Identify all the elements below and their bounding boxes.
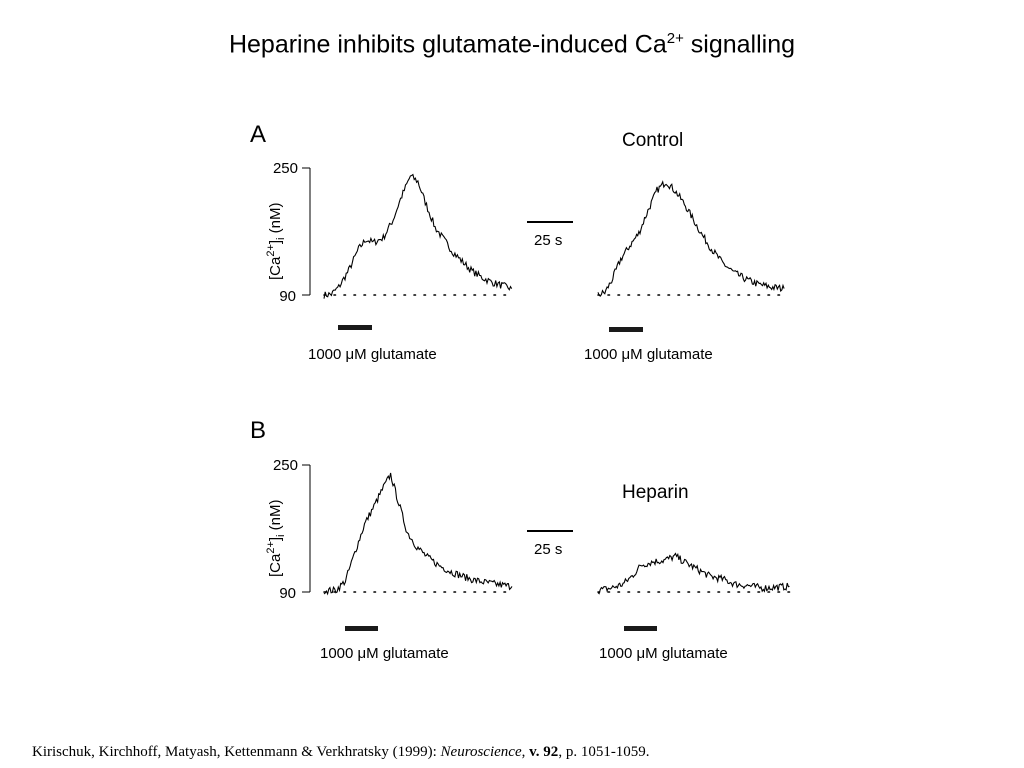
title-tail: signalling [683,30,796,59]
citation-volume: v. 92 [529,744,559,760]
stimulus-bar [338,325,372,330]
trace-title-heparin: Heparin [622,482,689,503]
title-text: Heparine inhibits glutamate-induced Ca [228,30,667,59]
trace-title-control: Control [622,130,683,151]
figure: A B Control Heparin 250 90 [Ca2+]i (nM) … [250,121,791,662]
citation-pages: , p. 1051-1059. [558,744,650,760]
stimulus-bar [624,626,657,631]
citation-journal: Neuroscience [440,744,522,760]
stimulus-label: 1000 μM glutamate [320,645,449,662]
stimulus-bar [345,626,378,631]
y-axis-b: 250 90 [Ca2+]i (nM) [265,457,311,602]
citation-authors: Kirischuk, Kirchhoff, Matyash, Kettenman… [32,744,441,760]
trace-b-heparin [597,552,790,595]
title-superscript: 2+ [666,30,684,47]
scale-bar-label: 25 s [534,541,562,558]
y-tick-label: 90 [279,288,296,305]
y-axis-label: [Ca2+]i (nM) [265,202,287,280]
stimulus-label: 1000 μM glutamate [599,645,728,662]
y-tick-label: 90 [279,585,296,602]
stimulus-label: 1000 μM glutamate [308,346,437,363]
citation-separator: , [521,744,530,760]
stimulus-label: 1000 μM glutamate [584,346,713,363]
trace-a-left [323,173,513,299]
trace-a-control [597,180,785,297]
y-axis-label: [Ca2+]i (nM) [265,499,287,577]
scale-bar-b: 25 s [527,530,573,558]
y-tick-label: 250 [273,160,298,177]
trace-b-left [323,472,513,596]
scale-bar-a: 25 s [527,221,573,249]
slide-title: Heparine inhibits glutamate-induced Ca2+… [0,30,1024,59]
y-tick-label: 250 [273,457,298,474]
stimulus-bar [609,327,643,332]
panel-letter-b: B [250,417,266,444]
y-axis-a: 250 90 [Ca2+]i (nM) [265,160,311,305]
scale-bar-label: 25 s [534,232,562,249]
panel-letter-a: A [250,121,266,148]
citation: Kirischuk, Kirchhoff, Matyash, Kettenman… [32,744,650,761]
